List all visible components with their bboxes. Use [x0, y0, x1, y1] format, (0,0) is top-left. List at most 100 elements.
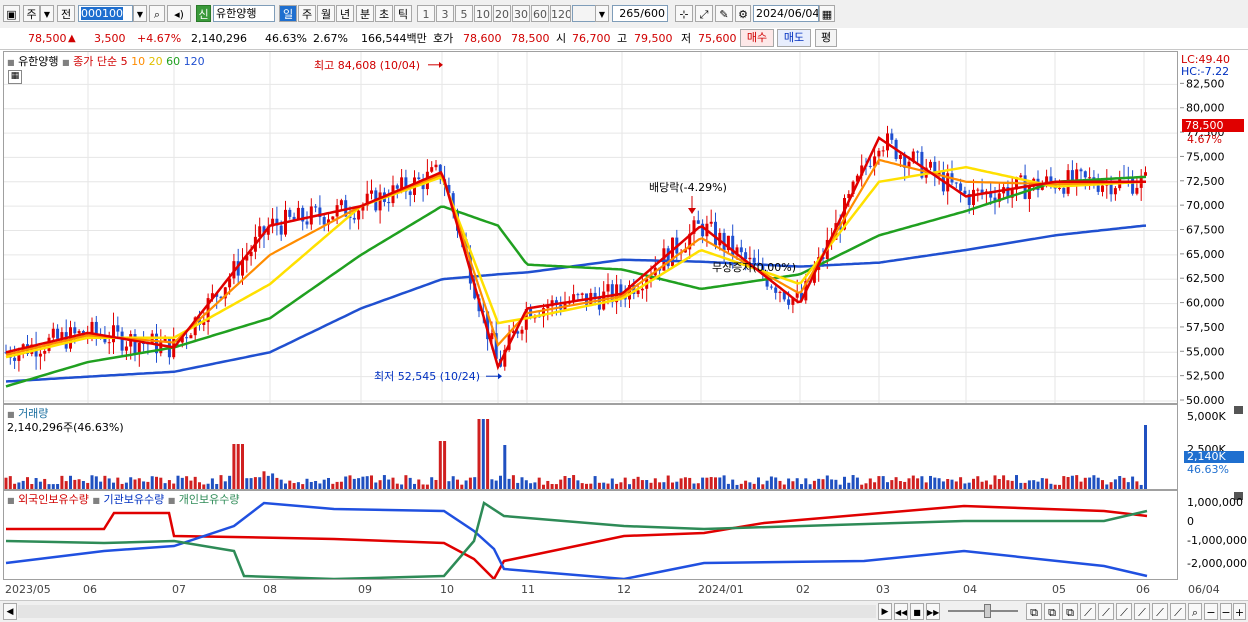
zoom-out-icon[interactable]: − [1204, 603, 1218, 620]
zoom-icon[interactable]: ⌕ [1188, 603, 1202, 620]
plus-icon[interactable]: + [1233, 603, 1246, 620]
volume-bar-128 [554, 484, 558, 489]
count-input[interactable]: 265/600 [612, 5, 668, 22]
crosshair-icon[interactable]: ⊹ [675, 5, 693, 22]
interval-button-4[interactable]: 20 [493, 5, 511, 22]
volume-chart[interactable] [4, 405, 1177, 489]
scroll-left-icon[interactable]: ◀ [3, 603, 17, 620]
volume-bar-98 [425, 484, 429, 489]
legend-ma5: 5 [120, 55, 128, 68]
candle-body-169 [731, 235, 735, 256]
interval-button-7[interactable]: 120 [550, 5, 571, 22]
interval-button-5[interactable]: 30 [512, 5, 530, 22]
calendar-icon[interactable]: ▦ [819, 5, 835, 22]
interval-dropdown-icon[interactable]: ▼ [595, 5, 609, 22]
volume-bar-178 [769, 476, 773, 489]
tab-period-3[interactable]: 년 [336, 5, 354, 22]
buy-button[interactable]: 매수 [740, 29, 774, 47]
tab-period-6[interactable]: 틱 [394, 5, 412, 22]
layout-icon-2[interactable]: ⧉ [1044, 603, 1060, 620]
volume-bar-63 [275, 477, 279, 489]
volume-bar-204 [881, 476, 885, 489]
volume-bar-44 [193, 476, 197, 489]
volume-bar-183 [791, 481, 795, 489]
tab-period-4[interactable]: 분 [356, 5, 374, 22]
chevron-down-icon[interactable]: ▼ [40, 5, 54, 22]
layout-icon-1[interactable]: ⧉ [1026, 603, 1042, 620]
gear-icon[interactable]: ⚙ [735, 5, 751, 22]
line-tool-icon[interactable]: ⟋ [1080, 603, 1096, 620]
draw-icon[interactable]: ✎ [715, 5, 733, 22]
date-input[interactable]: 2024/06/04 [753, 5, 819, 22]
rewind-icon[interactable]: ◀◀ [894, 603, 908, 620]
avg-button[interactable]: 평 [815, 29, 837, 47]
price-chart[interactable]: 최고 84,608 (10/04) 최저 52,545 (10/24) 배당락(-4… [4, 52, 1177, 403]
candle-body-75 [327, 219, 330, 225]
layout-icon-3[interactable]: ⧉ [1062, 603, 1078, 620]
volume-bar-55 [241, 444, 244, 489]
close-icon[interactable] [1234, 492, 1243, 500]
volume-bar-186 [804, 478, 808, 489]
y-tick-label-13: 50,000 [1186, 394, 1225, 404]
line-tool-icon-2[interactable]: ⟋ [1098, 603, 1114, 620]
expand-icon[interactable]: ⤢ [695, 5, 713, 22]
tab-period-1[interactable]: 주 [298, 5, 316, 22]
stop-icon[interactable]: ■ [910, 603, 924, 620]
interval-button-2[interactable]: 5 [455, 5, 473, 22]
candle-body-246 [1062, 187, 1066, 194]
volume-bar-79 [344, 476, 348, 489]
volume-bar-104 [451, 476, 455, 489]
zoom-slider-handle[interactable] [984, 604, 991, 618]
candle-body-158 [683, 249, 687, 253]
search-icon[interactable]: ⌕ [149, 5, 165, 22]
volume-bar-31 [137, 478, 141, 489]
window-icon[interactable]: ▣ [3, 5, 20, 22]
all-select[interactable]: 전 [57, 5, 75, 22]
volume-bar-7 [34, 478, 38, 489]
volume-bar-244 [1053, 484, 1057, 489]
y-tick-label-7: 65,000 [1186, 248, 1225, 261]
volume-bar-171 [739, 483, 743, 489]
line-tool-icon-5[interactable]: ⟋ [1152, 603, 1168, 620]
volume-title-text: 거래량 [18, 407, 49, 420]
minus-icon[interactable]: − [1220, 603, 1232, 620]
volume-bar-121 [524, 480, 528, 489]
price-pane[interactable]: 최고 84,608 (10/04) 최저 52,545 (10/24) 배당락(-4… [3, 51, 1178, 404]
candle-body-254 [1096, 185, 1100, 192]
scrollbar-track[interactable] [18, 605, 876, 618]
holdings-chart[interactable] [4, 491, 1177, 582]
candle-body-231 [997, 193, 1001, 202]
candle-body-133 [576, 294, 580, 296]
legend-marker-icon: ■ [7, 496, 15, 505]
candle-body-234 [1010, 189, 1014, 198]
sell-button[interactable]: 매도 [777, 29, 811, 47]
volume-bar-90 [391, 477, 395, 489]
turnover: 2.67% [313, 32, 348, 45]
zoom-slider[interactable] [948, 610, 1018, 612]
volume-bar-228 [984, 480, 988, 489]
table-icon[interactable]: ▦ [8, 70, 22, 84]
volume-bar-264 [1139, 484, 1143, 489]
line-tool-icon-6[interactable]: ⟋ [1170, 603, 1186, 620]
y-tick-label-3: 75,000 [1186, 150, 1225, 163]
scroll-right-icon[interactable]: ▶ [878, 603, 892, 620]
candle-body-76 [331, 216, 335, 220]
line-tool-icon-4[interactable]: ⟋ [1134, 603, 1150, 620]
interval-button-1[interactable]: 3 [436, 5, 454, 22]
interval-button-6[interactable]: 60 [531, 5, 549, 22]
tab-period-5[interactable]: 초 [375, 5, 393, 22]
tab-period-2[interactable]: 월 [317, 5, 335, 22]
volume-pane[interactable] [3, 404, 1178, 490]
tab-period-0[interactable]: 일 [279, 5, 297, 22]
code-dropdown-icon[interactable]: ▼ [133, 5, 147, 22]
sound-icon[interactable]: ◂) [167, 5, 191, 22]
forward-icon[interactable]: ▶▶ [926, 603, 940, 620]
interval-button-3[interactable]: 10 [474, 5, 492, 22]
line-tool-icon-3[interactable]: ⟋ [1116, 603, 1132, 620]
code-input[interactable]: 000100 [78, 5, 133, 22]
type-select[interactable]: 주 [23, 5, 40, 22]
candle-body-71 [309, 206, 313, 225]
interval-button-0[interactable]: 1 [417, 5, 435, 22]
close-icon[interactable] [1234, 406, 1243, 414]
holdings-pane[interactable] [3, 490, 1178, 582]
